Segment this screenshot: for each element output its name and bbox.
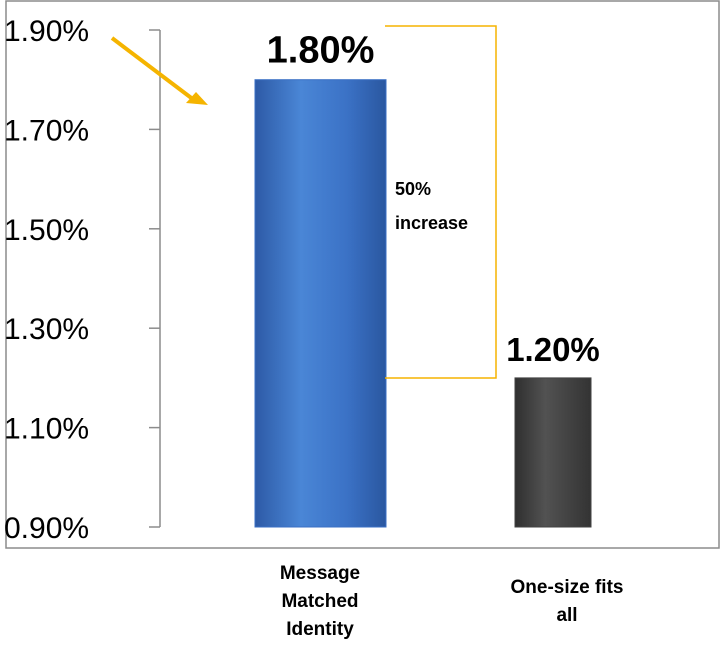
category-label-1-line-1: One-size fits	[510, 577, 624, 598]
category-label-0-line-1: Message	[279, 563, 361, 584]
y-tick-label-0: 0.90%	[4, 512, 89, 545]
category-label-1-line-2: all	[556, 605, 578, 626]
y-tick-label-4: 1.70%	[4, 114, 89, 147]
y-tick-label-1: 1.10%	[4, 413, 89, 446]
annotation-line-2: increase	[395, 213, 468, 233]
y-tick-label-3: 1.50%	[4, 214, 89, 247]
category-label-0-line-2: Matched	[281, 591, 359, 612]
data-label-0: 1.80%	[267, 30, 375, 72]
bar-1	[514, 377, 592, 528]
annotation-line-1: 50%	[395, 179, 431, 199]
category-label-1: One-size fits all	[492, 574, 642, 630]
category-label-0: Message Matched Identity	[245, 560, 395, 644]
callout-arrow-line	[110, 36, 196, 102]
increase-bracket	[385, 25, 497, 379]
callout-arrow-head	[186, 92, 208, 105]
data-label-1: 1.20%	[506, 331, 600, 368]
bar-0	[254, 79, 387, 528]
y-tick-label-2: 1.30%	[4, 313, 89, 346]
y-tick-label-5: 1.90%	[4, 15, 89, 48]
category-label-0-line-3: Identity	[286, 619, 354, 640]
